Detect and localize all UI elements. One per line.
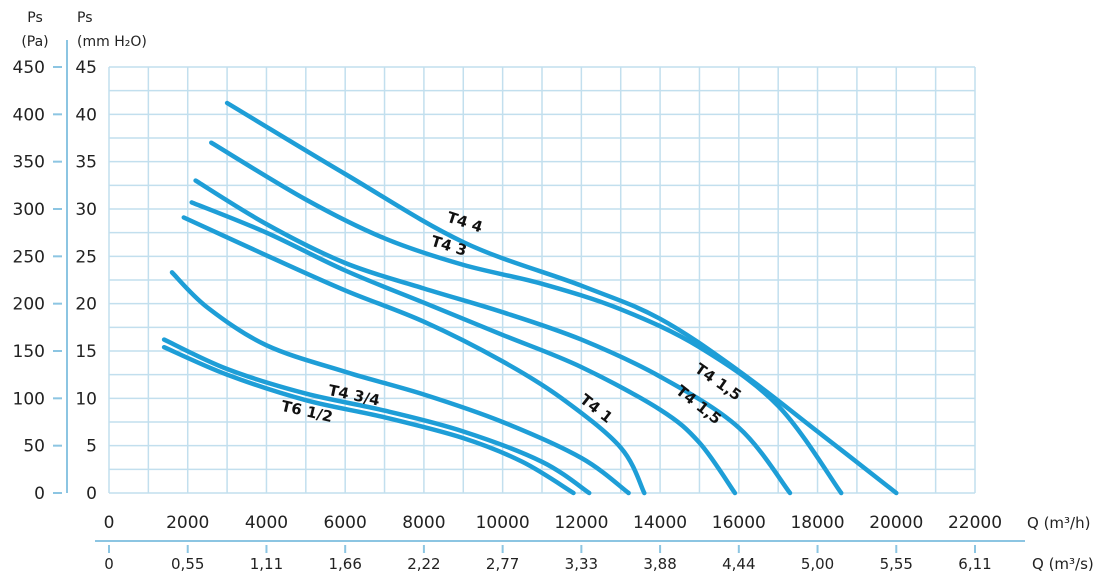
y-tick-label-pa: 100 (13, 389, 45, 409)
y-tick-label-pa: 300 (13, 200, 45, 220)
y-tick-label-mm: 40 (75, 105, 97, 125)
x-tick-label-m3h: 12000 (554, 513, 608, 533)
x-tick-label-m3s: 5,00 (801, 555, 834, 573)
fan-curve-4 (189, 200, 738, 496)
fan-curve-2 (209, 140, 844, 496)
fan-curve-7 (161, 337, 592, 496)
y-tick-label-pa: 150 (13, 342, 45, 362)
x-tick-label-m3h: 6000 (324, 513, 367, 533)
x-tick-label-m3h: 22000 (948, 513, 1002, 533)
y-tick-label-mm: 25 (75, 247, 97, 267)
mm-axis-title-line1: Ps (77, 10, 93, 26)
x-tick-label-m3s: 3,88 (643, 555, 676, 573)
fan-curve-8 (161, 344, 576, 496)
x-tick-label-m3h: 18000 (790, 513, 844, 533)
y-tick-label-pa: 400 (13, 105, 45, 125)
pa-axis-title-line2: (Pa) (21, 34, 48, 50)
y-tick-label-pa: 350 (13, 153, 45, 173)
x-tick-label-m3s: 4,44 (722, 555, 755, 573)
y-tick-label-pa: 50 (23, 437, 45, 457)
y-tick-label-pa: 450 (13, 58, 45, 78)
curve-labels: T4 4T4 3T4 1,5T4 1,5T4 1T4 3/4T6 1/2 (279, 208, 744, 428)
y-tick-label-pa: 250 (13, 247, 45, 267)
grid (108, 66, 976, 494)
x-tick-label-m3h: 4000 (245, 513, 288, 533)
x-tick-label-m3s: 0,55 (171, 555, 204, 573)
pa-axis-title-line1: Ps (27, 10, 43, 26)
fan-curve-6 (169, 270, 631, 496)
x-tick-label-m3h: 0 (104, 513, 115, 533)
fan-curve-3 (193, 178, 793, 496)
x-tick-label-m3h: 10000 (476, 513, 530, 533)
y-tick-label-mm: 5 (86, 437, 97, 457)
x-tick-label-m3s: 2,22 (407, 555, 440, 573)
x-tick-label-m3h: 16000 (712, 513, 766, 533)
y-tick-label-mm: 30 (75, 200, 97, 220)
x-tick-label-m3s: 0 (104, 555, 114, 573)
curves (161, 100, 899, 496)
x-tick-label-m3s: 3,33 (565, 555, 598, 573)
x-tick-label-m3h: 8000 (402, 513, 445, 533)
y-tick-label-mm: 0 (86, 484, 97, 504)
x-tick-label-m3h: 2000 (166, 513, 209, 533)
y-tick-label-mm: 10 (75, 389, 97, 409)
y-tick-label-pa: 200 (13, 295, 45, 315)
x-tick-label-m3s: 2,77 (486, 555, 519, 573)
x-tick-label-m3s: 6,11 (958, 555, 991, 573)
fan-curve-5 (181, 215, 647, 496)
x-tick-label-m3s: 1,11 (250, 555, 283, 573)
y-tick-label-mm: 45 (75, 58, 97, 78)
fan-curve-1 (224, 100, 899, 496)
x-tick-label-m3h: 20000 (869, 513, 923, 533)
y-tick-label-mm: 15 (75, 342, 97, 362)
x-axis-title-m3h: Q (m³/h) (1027, 514, 1090, 532)
x-tick-label-m3s: 5,55 (880, 555, 913, 573)
y-tick-label-mm: 35 (75, 153, 97, 173)
x-axis-title-m3s: Q (m³/s) (1032, 555, 1094, 573)
x-tick-label-m3s: 1,66 (328, 555, 361, 573)
y-tick-label-pa: 0 (34, 484, 45, 504)
y-tick-label-mm: 20 (75, 295, 97, 315)
axes: 0510152025303540450501001502002503003504… (13, 40, 1025, 573)
x-tick-label-m3h: 14000 (633, 513, 687, 533)
mm-axis-title-line2: (mm H₂O) (77, 34, 147, 50)
